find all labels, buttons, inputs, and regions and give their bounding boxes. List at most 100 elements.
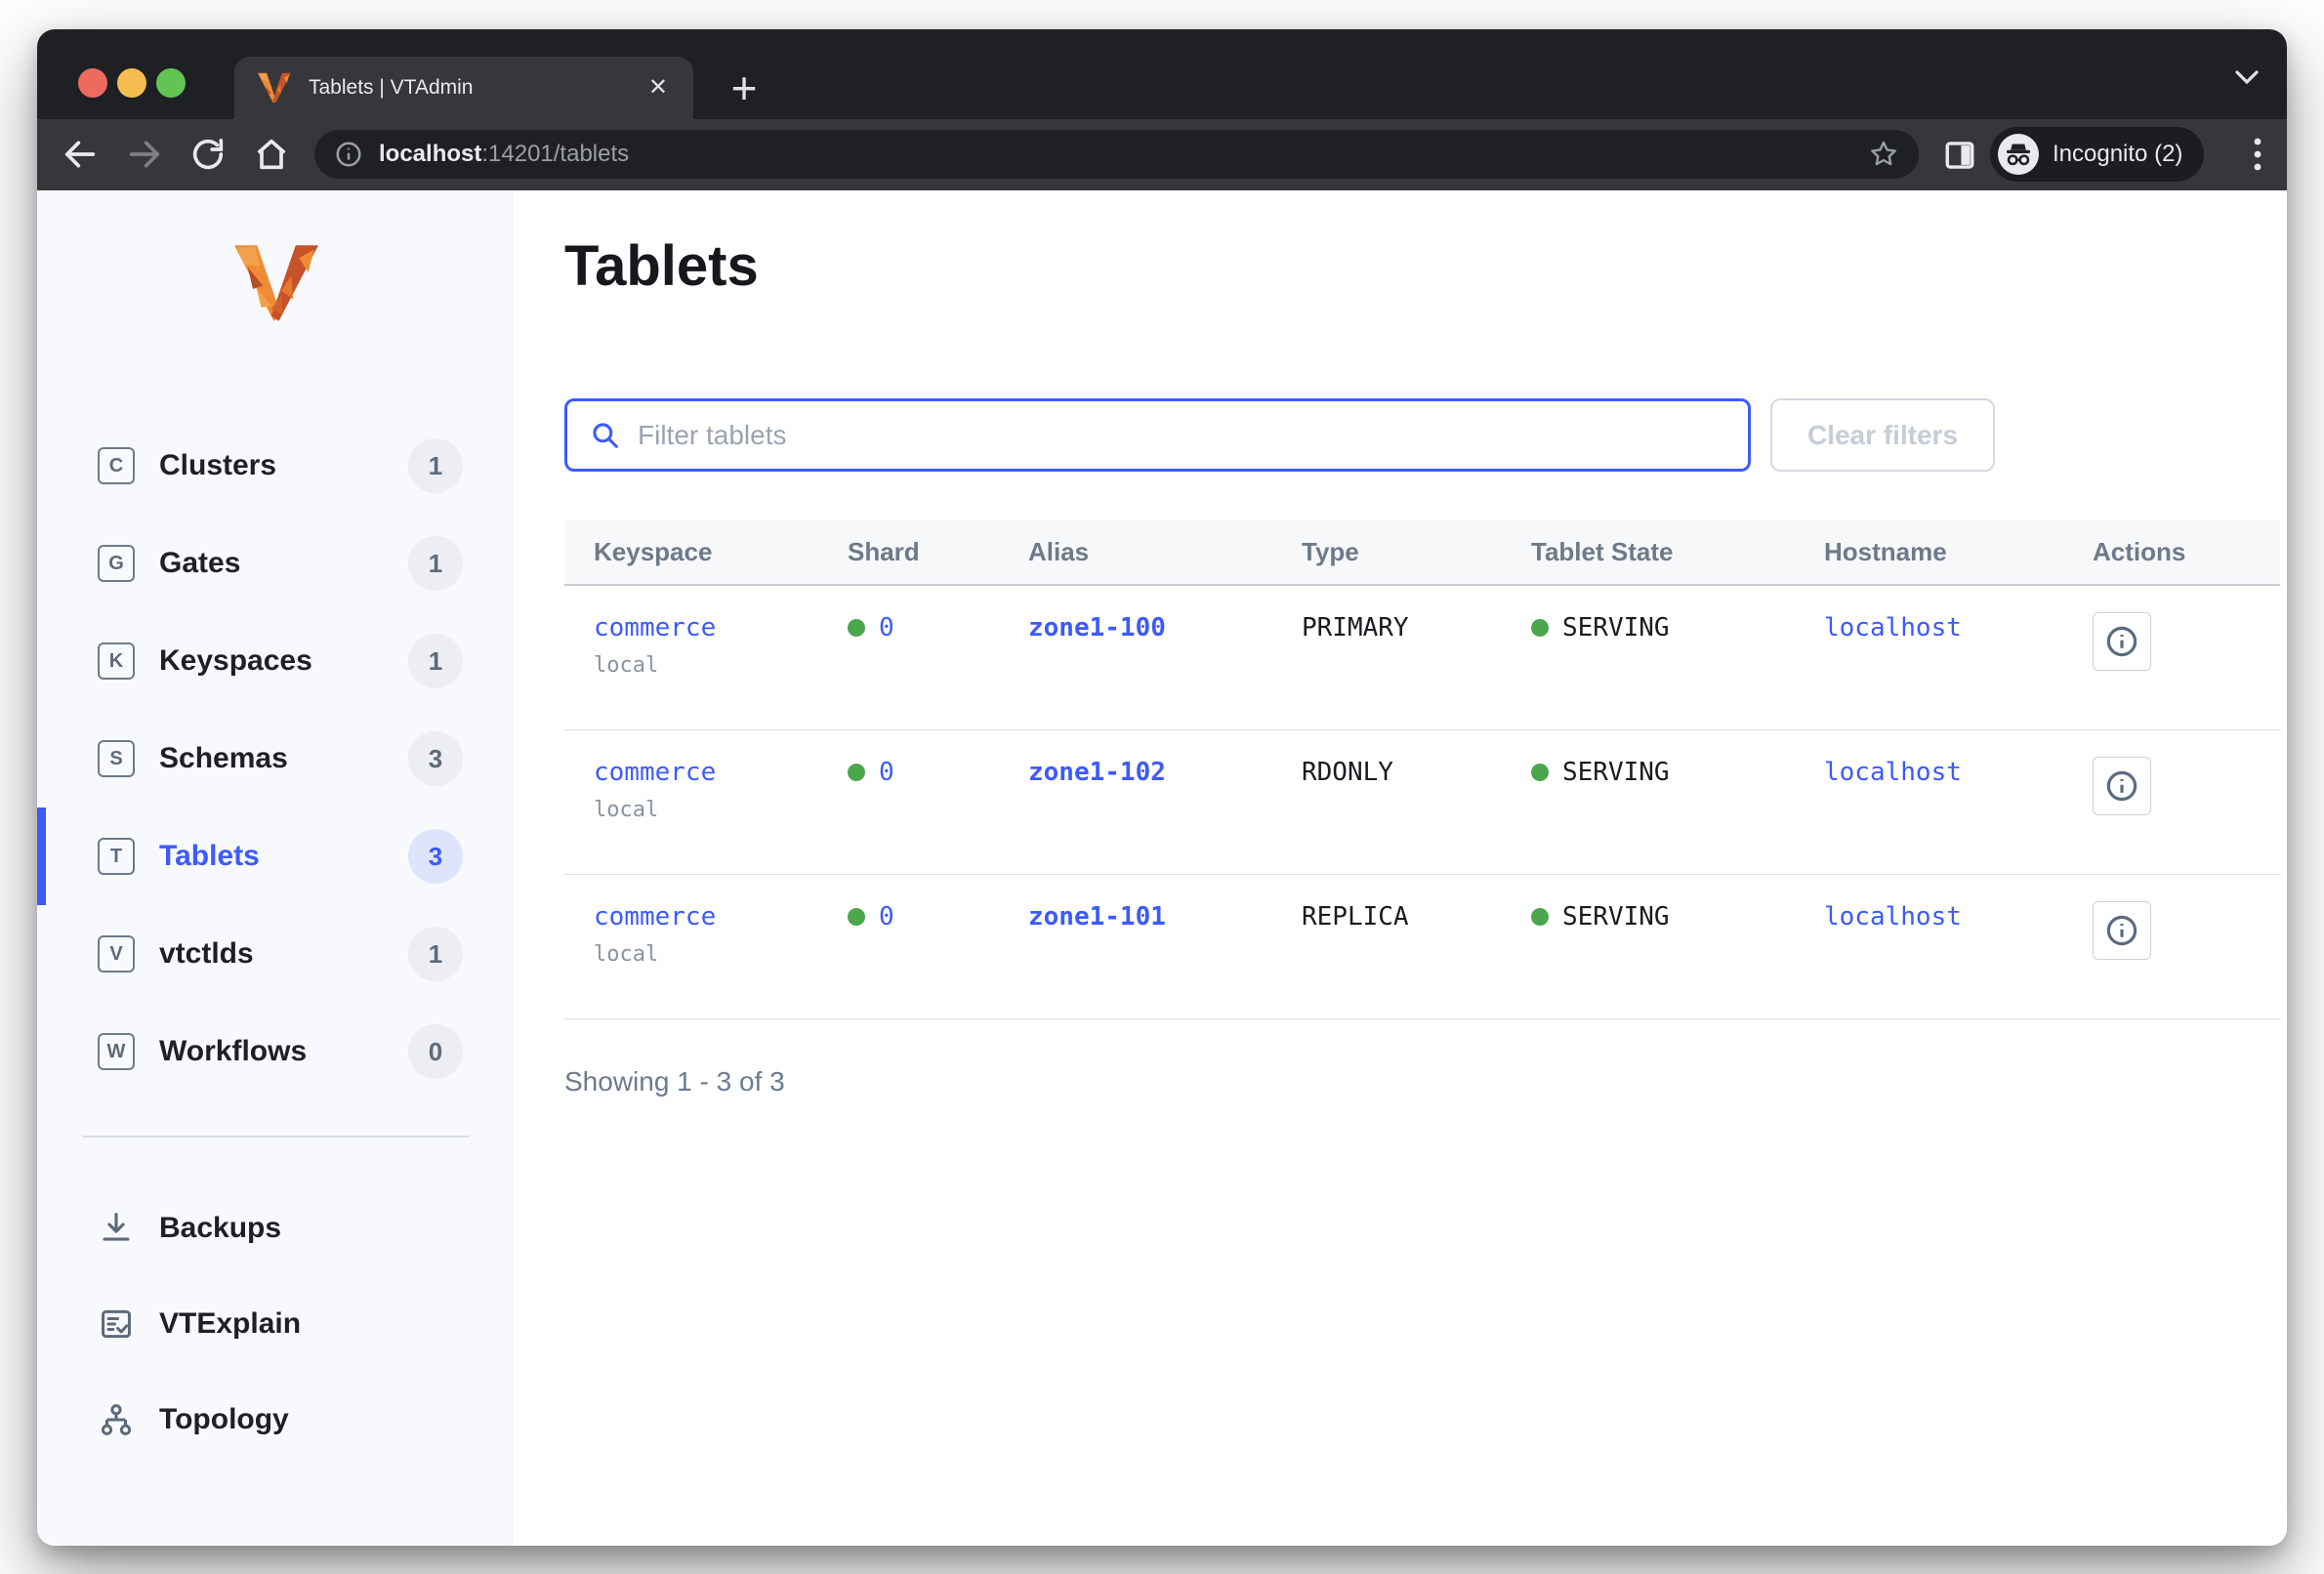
tab-title: Tablets | VTAdmin [309,76,474,99]
alias-link[interactable]: zone1-100 [1028,613,1166,642]
nav-letter-icon: G [98,545,135,582]
sidebar-tools: Backups VTExplain Topology [37,1180,512,1468]
traffic-lights [78,68,186,98]
tab-strip: Tablets | VTAdmin ✕ + [37,29,2287,119]
sidebar-item-label: Workflows [159,1035,308,1067]
back-icon[interactable] [61,135,100,174]
filter-tablets-input[interactable] [564,398,1751,472]
keyspace-link[interactable]: commerce [594,902,717,932]
keyspace-link[interactable]: commerce [594,613,717,642]
keyspace-link[interactable]: commerce [594,758,717,787]
count-badge: 0 [408,1024,463,1079]
incognito-label: Incognito (2) [2053,141,2183,167]
new-tab-button[interactable]: + [730,62,758,113]
site-info-icon[interactable] [334,140,363,169]
nav-letter-icon: K [98,642,135,680]
reload-icon[interactable] [188,135,228,174]
alias-cell: zone1-100 [999,586,1272,729]
tablet-type: REPLICA [1302,902,1409,932]
count-badge: 3 [408,829,463,884]
actions-cell [2063,730,2280,874]
tablets-table: Keyspace Shard Alias Type Tablet State H… [564,520,2280,1019]
incognito-badge[interactable]: Incognito (2) [1990,127,2205,182]
shard-status-dot [848,619,865,637]
sidebar-item-gates[interactable]: G Gates 1 [37,515,512,612]
url-host: localhost [379,141,482,167]
url-path: :14201/tablets [481,141,630,167]
document-check-icon [102,1309,131,1339]
tab-close-icon[interactable]: ✕ [647,74,668,101]
sidebar-item-topology[interactable]: Topology [37,1372,512,1468]
column-header-alias: Alias [1028,537,1090,566]
minimize-window-button[interactable] [117,68,146,98]
hostname-link[interactable]: localhost [1824,613,1962,642]
topology-icon [101,1404,132,1435]
table-row: commerce local 0 zone1-100 PRIMARY SERVI… [564,586,2280,730]
sidebar-item-schemas[interactable]: S Schemas 3 [37,710,512,808]
table-header: Keyspace Shard Alias Type Tablet State H… [564,520,2280,586]
serving-status-dot [1531,908,1549,926]
download-icon [103,1213,130,1241]
count-badge: 1 [408,438,463,493]
shard-link[interactable]: 0 [879,902,894,932]
sidebar-item-label: VTExplain [159,1307,302,1340]
sidebar-item-tablets[interactable]: T Tablets 3 [37,808,512,905]
sidebar-item-label: Topology [159,1403,289,1435]
hostname-link[interactable]: localhost [1824,902,1962,932]
sidebar: C Clusters 1 G Gates 1 K Keyspaces 1 S S… [37,190,513,1546]
alias-link[interactable]: zone1-101 [1028,902,1166,932]
home-icon[interactable] [252,135,291,174]
shard-link[interactable]: 0 [879,613,894,642]
hostname-link[interactable]: localhost [1824,758,1962,787]
sidebar-item-workflows[interactable]: W Workflows 0 [37,1003,512,1100]
shard-link[interactable]: 0 [879,758,894,787]
count-badge: 1 [408,927,463,981]
side-panel-icon[interactable] [1943,139,1976,172]
main-content: Tablets Clear filters Keyspace Shar [513,190,2287,1546]
close-window-button[interactable] [78,68,107,98]
sidebar-item-keyspaces[interactable]: K Keyspaces 1 [37,612,512,710]
sidebar-item-vtexplain[interactable]: VTExplain [37,1276,512,1372]
tablet-info-button[interactable] [2093,612,2151,671]
maximize-window-button[interactable] [156,68,186,98]
nav-letter-icon: W [98,1033,135,1070]
shard-cell: 0 [818,586,999,729]
url-bar[interactable]: localhost:14201/tablets [314,130,1919,179]
shard-status-dot [848,764,865,781]
sidebar-item-clusters[interactable]: C Clusters 1 [37,417,512,515]
tablet-info-button[interactable] [2093,901,2151,960]
state-cell: SERVING [1502,730,1795,874]
state-cell: SERVING [1502,875,1795,1018]
alias-link[interactable]: zone1-102 [1028,758,1166,787]
sidebar-item-label: Keyspaces [159,644,312,677]
tab-search-chevron-icon[interactable] [2232,66,2262,88]
browser-tab[interactable]: Tablets | VTAdmin ✕ [234,57,693,119]
vtadmin-page: C Clusters 1 G Gates 1 K Keyspaces 1 S S… [37,190,2287,1546]
alias-cell: zone1-101 [999,875,1272,1018]
cluster-label: local [594,798,659,822]
table-body: commerce local 0 zone1-100 PRIMARY SERVI… [564,586,2280,1019]
tablet-state: SERVING [1562,902,1670,932]
browser-window: Tablets | VTAdmin ✕ + [37,29,2287,1546]
sidebar-item-label: Gates [159,547,241,579]
info-icon [2106,626,2137,657]
sidebar-item-label: Backups [159,1212,282,1244]
shard-cell: 0 [818,730,999,874]
hostname-cell: localhost [1795,875,2063,1018]
clear-filters-button[interactable]: Clear filters [1770,398,1995,472]
shard-status-dot [848,908,865,926]
forward-icon[interactable] [125,135,164,174]
nav-letter-icon: V [98,935,135,973]
sidebar-item-vtctlds[interactable]: V vtctlds 1 [37,905,512,1003]
info-icon [2106,915,2137,946]
sidebar-item-backups[interactable]: Backups [37,1180,512,1276]
hostname-cell: localhost [1795,730,2063,874]
browser-menu-icon[interactable] [2236,133,2279,176]
keyspace-cell: commerce local [564,586,818,729]
bookmark-star-icon[interactable] [1868,139,1899,170]
cluster-label: local [594,653,659,678]
sidebar-item-label: Clusters [159,449,277,481]
tablet-info-button[interactable] [2093,757,2151,815]
serving-status-dot [1531,764,1549,781]
count-badge: 1 [408,536,463,591]
